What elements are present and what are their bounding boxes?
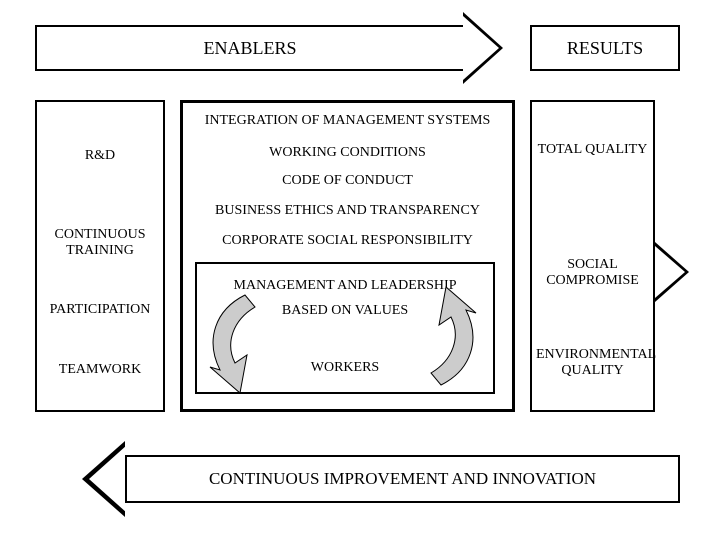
enablers-banner: ENABLERS bbox=[35, 25, 465, 71]
mid-item-integration: INTEGRATION OF MANAGEMENT SYSTEMS bbox=[183, 113, 512, 129]
results-label: RESULTS bbox=[567, 38, 643, 59]
left-item-rd: R&D bbox=[37, 148, 163, 164]
mid-item-ethics: BUSINESS ETHICS AND TRANSPARENCY bbox=[183, 203, 512, 219]
inner-line1: MANAGEMENT AND LEADERSHIP bbox=[195, 278, 495, 294]
right-output-arrowhead bbox=[655, 242, 689, 302]
bottom-left-arrowhead bbox=[82, 441, 125, 517]
bottom-label: CONTINUOUS IMPROVEMENT AND INNOVATION bbox=[209, 469, 596, 489]
right-item-environmental: ENVIRONMENTAL QUALITY bbox=[532, 347, 653, 379]
right-column: TOTAL QUALITY SOCIAL COMPROMISE ENVIRONM… bbox=[530, 100, 655, 412]
left-column: R&D CONTINUOUS TRAINING PARTICIPATION TE… bbox=[35, 100, 165, 412]
enablers-label: ENABLERS bbox=[203, 38, 296, 59]
results-box: RESULTS bbox=[530, 25, 680, 71]
mid-item-csr: CORPORATE SOCIAL RESPONSIBILITY bbox=[183, 233, 512, 249]
left-item-participation: PARTICIPATION bbox=[37, 302, 163, 318]
top-right-arrowhead bbox=[463, 12, 503, 84]
mid-item-conduct: CODE OF CONDUCT bbox=[183, 173, 512, 189]
diagram-canvas: { "colors": { "stroke": "#000000", "bg":… bbox=[0, 0, 720, 540]
right-item-total-quality: TOTAL QUALITY bbox=[532, 142, 653, 158]
inner-line3: WORKERS bbox=[195, 360, 495, 376]
mid-item-working: WORKING CONDITIONS bbox=[183, 145, 512, 161]
inner-line2: BASED ON VALUES bbox=[195, 303, 495, 319]
right-item-social: SOCIAL COMPROMISE bbox=[532, 257, 653, 289]
left-item-training: CONTINUOUS TRAINING bbox=[37, 227, 163, 259]
left-item-teamwork: TEAMWORK bbox=[37, 362, 163, 378]
bottom-banner: CONTINUOUS IMPROVEMENT AND INNOVATION bbox=[125, 455, 680, 503]
